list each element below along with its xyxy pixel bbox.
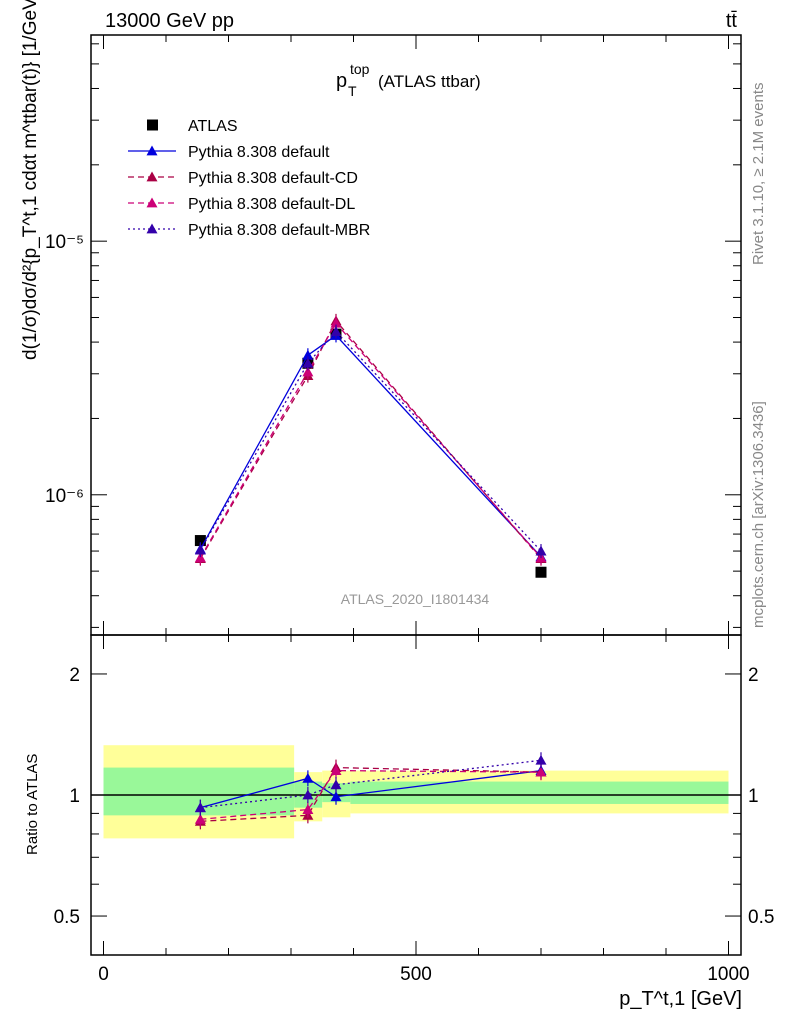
ratio-point-mbr — [330, 779, 342, 790]
x-axis-label: p_T^t,1 [GeV] — [619, 988, 742, 1010]
ratio-tick-label-right: 1 — [748, 786, 759, 807]
y-tick-label: 10⁻⁶ — [45, 486, 84, 507]
title-sup: top — [350, 61, 370, 77]
rivet-version-text: Rivet 3.1.10, ≥ 2.1M events — [750, 83, 767, 266]
legend-marker-data — [147, 119, 158, 131]
axes-ticks: 0 500 1000 10⁻⁶ 10⁻⁵ 0.5 0.5 1 1 2 2 — [45, 35, 774, 985]
y-axis-label-top: d(1/σ)dσ/d²{p_T^t,1 cdαt m^ttbar(t)} [1/… — [20, 0, 41, 360]
title-sub: T — [348, 83, 357, 99]
ratio-tick-label-left: 0.5 — [54, 907, 80, 928]
ratio-tick-label-left: 1 — [69, 786, 80, 807]
mcplots-credit-text: mcplots.cern.ch [arXiv:1306.3436] — [750, 401, 767, 628]
legend-label-default: Pythia 8.308 default — [188, 144, 330, 161]
ratio-series — [194, 752, 547, 830]
ratio-line-dl — [200, 769, 542, 820]
point-data — [194, 535, 206, 547]
ratio-point-dl — [535, 766, 547, 777]
x-tick-label: 1000 — [707, 964, 749, 985]
legend-label-dl: Pythia 8.308 default-DL — [188, 196, 355, 213]
header-process: tt̄ — [726, 10, 738, 32]
ratio-point-default — [330, 791, 342, 802]
ratio-line-mbr — [200, 759, 542, 809]
ratio-tick-label-right: 2 — [748, 665, 759, 686]
ratio-point-default — [302, 772, 314, 783]
x-tick-label: 0 — [98, 964, 109, 985]
y-axis-label-text: d(1/σ)dσ/d²{p_T^t,1 cdαt m^ttbar(t)} [1/… — [20, 0, 41, 360]
legend-label-cd: Pythia 8.308 default-CD — [188, 170, 358, 187]
legend-label-data: ATLAS — [188, 118, 238, 135]
ratio-point-mbr — [302, 789, 314, 800]
point-default — [302, 349, 314, 360]
legend-marker-mbr — [146, 223, 158, 234]
legend-marker-default — [146, 145, 158, 156]
series-line-dl — [199, 322, 542, 559]
point-dl — [302, 366, 314, 377]
legend-marker-cd — [146, 171, 158, 182]
point-mbr — [330, 326, 342, 336]
top-series — [194, 313, 547, 578]
ratio-uncertainty-bands — [91, 745, 741, 839]
point-mbr — [535, 545, 547, 556]
title-suffix: (ATLAS ttbar) — [378, 72, 481, 91]
series-line-default — [199, 334, 542, 558]
series-line-mbr — [199, 330, 542, 552]
ratio-line-cd — [200, 766, 542, 822]
title-main: p — [336, 70, 347, 92]
point-data — [535, 566, 547, 578]
x-tick-label: 500 — [400, 964, 432, 985]
ratio-point-mbr — [194, 802, 206, 813]
point-mbr — [194, 544, 206, 555]
plot-title: p top T (ATLAS ttbar) — [336, 61, 481, 99]
ratio-line-default — [200, 769, 542, 809]
header-collision: 13000 GeV pp — [105, 10, 234, 32]
ratio-point-dl — [194, 813, 206, 824]
legend-marker-dl — [146, 197, 158, 208]
y-tick-label: 10⁻⁵ — [45, 232, 84, 253]
ratio-point-dl — [330, 765, 342, 775]
ratio-tick-label-left: 2 — [69, 665, 80, 686]
point-dl — [330, 317, 342, 328]
ratio-tick-label-right: 0.5 — [748, 907, 774, 928]
point-mbr — [302, 357, 314, 368]
band-inner — [350, 781, 729, 804]
analysis-watermark: ATLAS_2020_I1801434 — [341, 591, 490, 607]
series-line-cd — [199, 319, 542, 560]
ratio-point-mbr — [535, 754, 547, 765]
legend-label-mbr: Pythia 8.308 default-MBR — [188, 222, 370, 239]
y-axis-label-ratio: Ratio to ATLAS — [24, 754, 41, 855]
legend: ATLAS Pythia 8.308 default Pythia 8.308 de… — [128, 118, 370, 239]
ratio-point-dl — [302, 804, 314, 814]
